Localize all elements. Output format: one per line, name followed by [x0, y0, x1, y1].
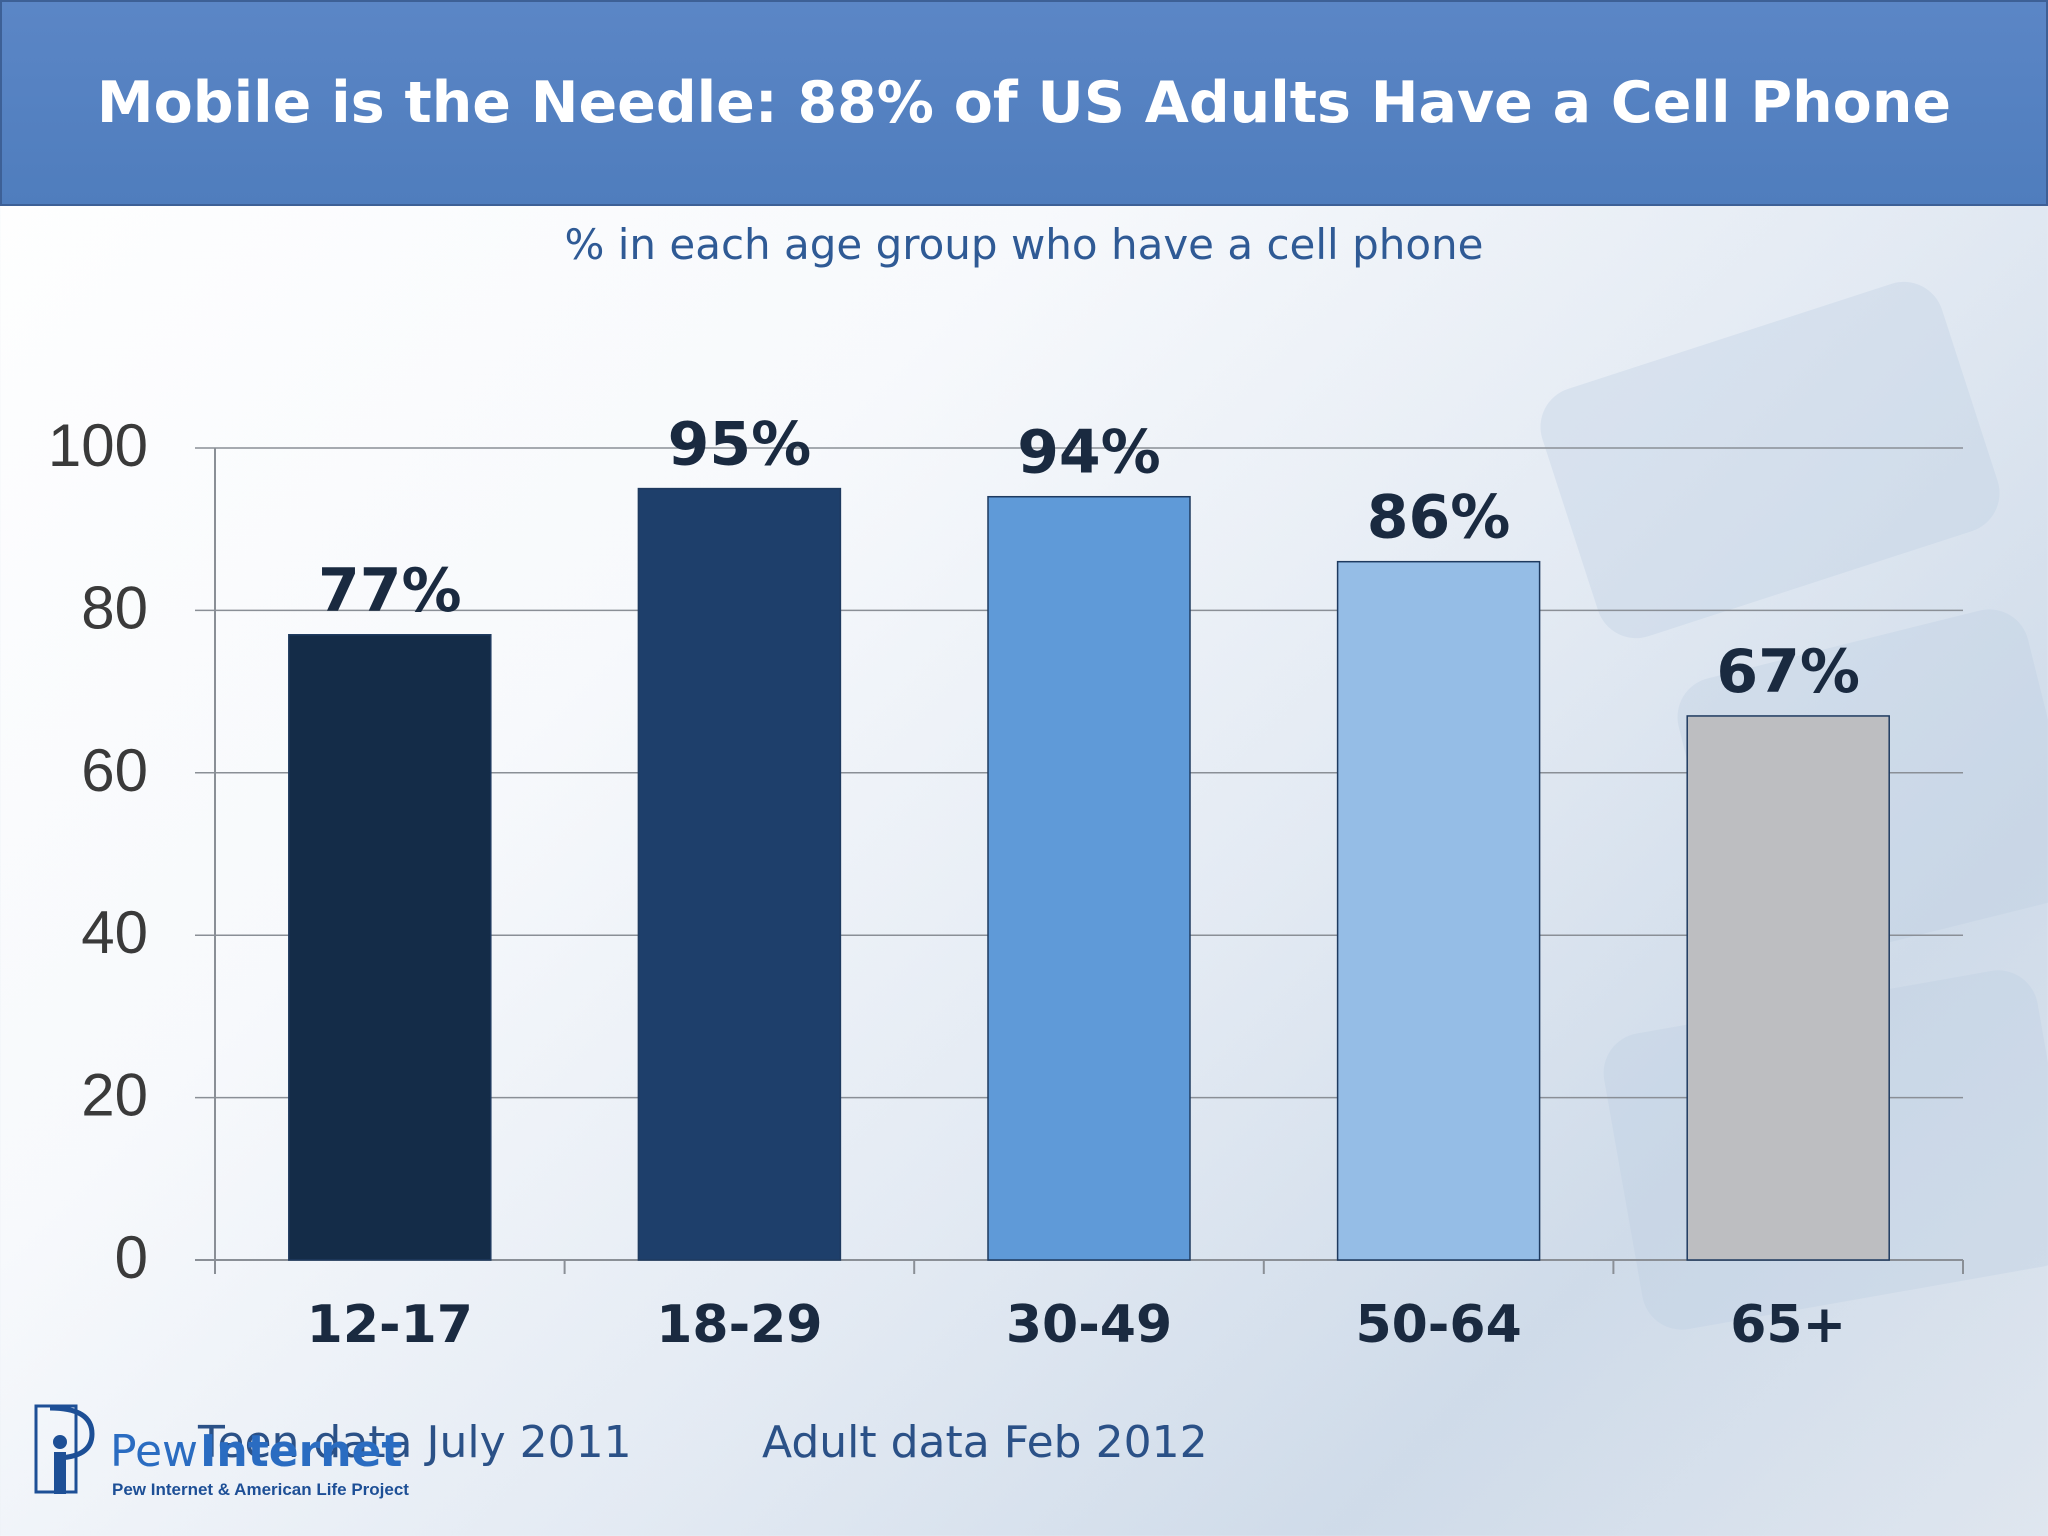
- y-tick-label: 60: [81, 737, 148, 804]
- y-tick-label: 0: [115, 1224, 148, 1291]
- data-label: 94%: [1017, 418, 1161, 488]
- bar-chart: 0 20 40 60 80 100 77% 12-17 95% 18-29 94% 30-49 86% 5…: [48, 410, 1964, 1355]
- bar: [1686, 715, 1890, 1261]
- x-tick-label: 18-29: [656, 1295, 822, 1355]
- pew-internet-logo: Pew Internet Pew Internet & American Lif…: [30, 1400, 410, 1510]
- bar: [288, 634, 492, 1261]
- bar: [1336, 560, 1541, 1261]
- data-label: 86%: [1367, 483, 1511, 553]
- chart-subtitle: % in each age group who have a cell phon…: [564, 220, 1484, 269]
- adult-data-note: Adult data Feb 2012: [762, 1417, 1208, 1468]
- logo-subtitle: Pew Internet & American Life Project: [112, 1480, 409, 1499]
- x-tick-label: 65+: [1730, 1295, 1846, 1355]
- bar: [987, 495, 1191, 1261]
- y-tick-label: 40: [81, 899, 148, 966]
- data-label: 67%: [1716, 637, 1860, 707]
- data-label: 95%: [668, 410, 812, 480]
- data-label: 77%: [318, 556, 462, 626]
- y-tick-label: 100: [48, 412, 148, 479]
- bar: [637, 487, 842, 1261]
- x-tick-label: 12-17: [307, 1295, 473, 1355]
- y-tick-label: 80: [81, 574, 148, 641]
- page-title: Mobile is the Needle: 88% of US Adults H…: [96, 70, 1952, 136]
- x-tick-label: 50-64: [1355, 1295, 1521, 1355]
- logo-word-internet: Internet: [200, 1426, 403, 1477]
- logo-word-pew: Pew: [110, 1426, 199, 1477]
- y-tick-label: 20: [81, 1062, 148, 1129]
- title-banner: Mobile is the Needle: 88% of US Adults H…: [0, 0, 2048, 206]
- teen-data-note: Teen data July 2011: [198, 1417, 632, 1468]
- pew-logo-icon: [34, 1404, 95, 1494]
- x-tick-label: 30-49: [1006, 1295, 1172, 1355]
